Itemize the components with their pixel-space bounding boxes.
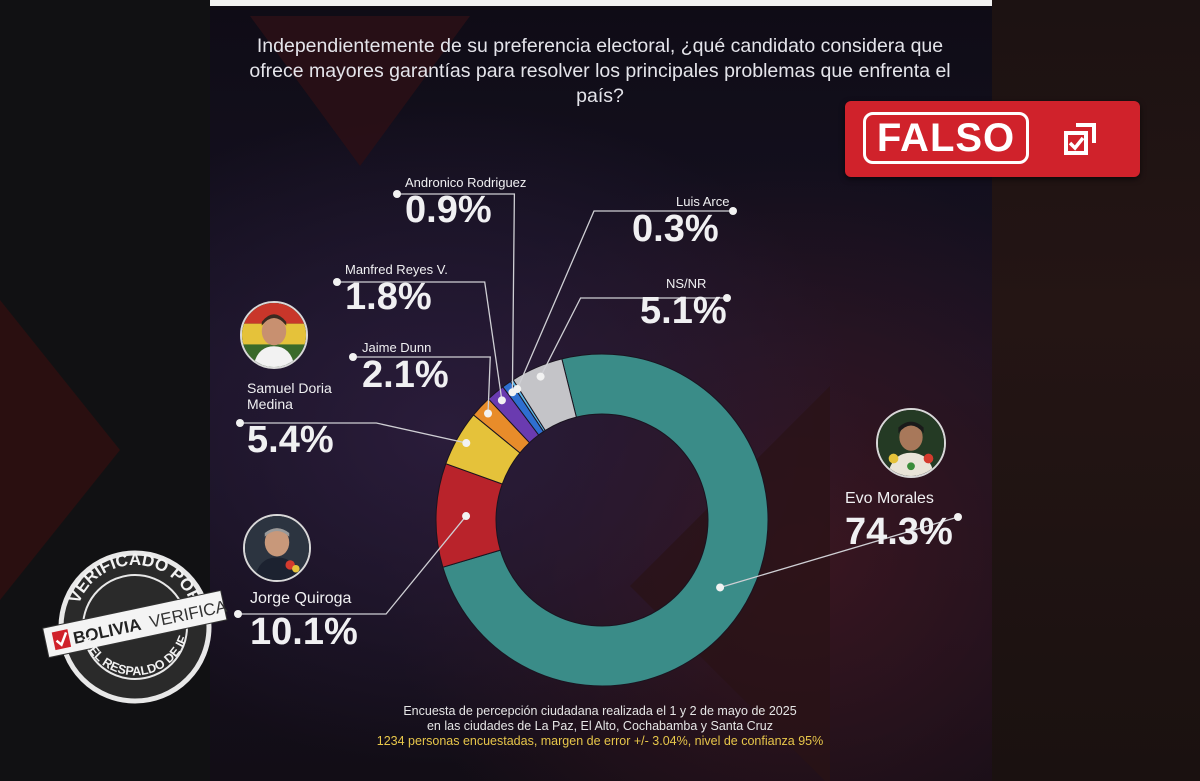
leader-dot	[536, 372, 545, 381]
slice-evo-morales	[442, 353, 769, 687]
falso-stamp: FALSO	[845, 101, 1140, 177]
leader-dot	[349, 353, 357, 361]
avatar-evo	[876, 408, 946, 478]
label-nsnr-name: NS/NR	[666, 276, 707, 291]
background-left-triangle	[0, 300, 120, 600]
label-nsnr-pct: 5.1%	[640, 290, 727, 332]
leader-line	[337, 281, 503, 401]
label-samuel-name-1: Samuel Doria	[247, 380, 332, 396]
label-andronico-pct: 0.9%	[405, 189, 492, 231]
label-jorge: Jorge Quiroga 10.1%	[250, 590, 358, 652]
label-nsnr: NS/NR 5.1%	[640, 276, 727, 331]
leader-line	[238, 515, 467, 615]
survey-question: Independientemente de su preferencia ele…	[249, 35, 951, 107]
label-jorge-pct: 10.1%	[250, 611, 358, 653]
label-jaime-pct: 2.1%	[362, 354, 449, 396]
leader-dot	[484, 409, 493, 418]
label-evo: Evo Morales 74.3%	[845, 490, 953, 552]
leader-dot	[236, 419, 244, 427]
leader-line	[240, 422, 467, 444]
label-luis: Luis Arce 0.3%	[632, 194, 729, 249]
decorative-triangle	[250, 16, 470, 166]
avatar-jorge	[243, 514, 311, 582]
leader-dot	[513, 385, 522, 394]
footnote-line-1: Encuesta de percepción ciudadana realiza…	[403, 704, 797, 718]
label-jaime-name: Jaime Dunn	[362, 340, 432, 355]
footnote-line-3: 1234 personas encuestadas, margen de err…	[376, 734, 824, 748]
footnote-line-2: en las ciudades de La Paz, El Alto, Coch…	[426, 719, 774, 733]
leader-line	[353, 356, 491, 414]
leader-line	[719, 516, 959, 589]
label-jaime: Jaime Dunn 2.1%	[362, 340, 449, 395]
falso-label: FALSO	[863, 112, 1029, 164]
leader-dot	[462, 512, 471, 521]
leader-dot	[234, 610, 242, 618]
label-samuel-name-2: Medina	[247, 396, 293, 412]
label-andronico: Andronico Rodriguez 0.9%	[405, 175, 526, 230]
leader-line	[540, 297, 727, 377]
survey-footnote: Encuesta de percepción ciudadana realiza…	[310, 704, 890, 749]
leader-line	[516, 210, 733, 390]
leader-dot	[716, 583, 725, 592]
label-luis-pct: 0.3%	[632, 208, 719, 250]
external-check-icon	[1064, 123, 1096, 155]
label-jorge-name: Jorge Quiroga	[250, 590, 352, 607]
leader-dot	[954, 513, 962, 521]
label-evo-pct: 74.3%	[845, 511, 953, 553]
label-samuel: Samuel Doria Medina 5.4%	[247, 380, 334, 460]
top-strip	[0, 0, 1200, 6]
leader-dot	[333, 278, 341, 286]
label-andronico-name: Andronico Rodriguez	[405, 175, 527, 190]
verificado-seal: VERIFICADO POR BOLIVIA VERIFICA CON EL R…	[40, 545, 229, 704]
leader-dot	[462, 439, 471, 448]
label-manfred: Manfred Reyes V. 1.8%	[345, 262, 448, 317]
leader-dot	[497, 396, 506, 405]
label-evo-name: Evo Morales	[845, 490, 934, 507]
leader-dot	[393, 190, 401, 198]
slice-ns-nr	[512, 358, 577, 432]
leader-dot	[729, 207, 737, 215]
label-luis-name: Luis Arce	[676, 194, 730, 209]
label-manfred-name: Manfred Reyes V.	[345, 262, 448, 277]
avatar-samuel	[240, 301, 308, 369]
leader-line	[397, 193, 516, 393]
leader-dot	[723, 294, 731, 302]
label-samuel-pct: 5.4%	[247, 419, 334, 461]
label-manfred-pct: 1.8%	[345, 276, 432, 318]
